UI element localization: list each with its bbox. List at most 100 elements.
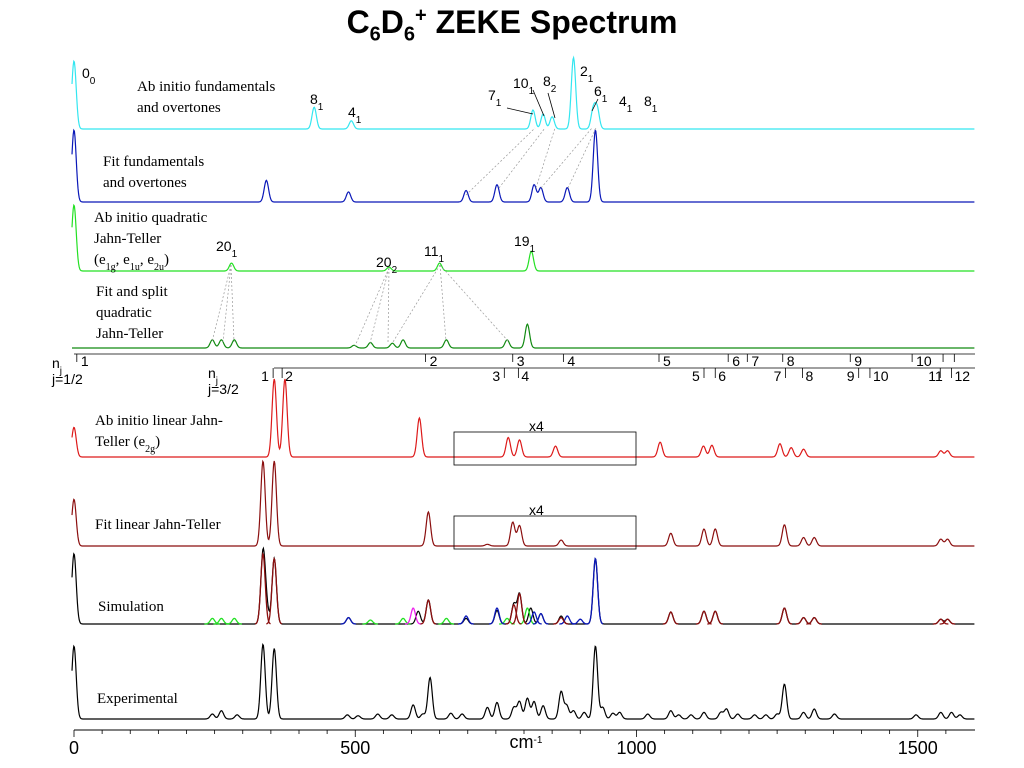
nj-tick-label: 2 — [285, 368, 293, 384]
nj-tick-label: 4 — [521, 368, 529, 384]
x-axis-label: cm-1 — [510, 732, 543, 752]
sim-component-peak — [254, 552, 271, 625]
peak-annotation: 111 — [424, 243, 445, 265]
peak-annotation: 00 — [82, 65, 96, 87]
correlation-line — [230, 264, 235, 343]
trace-label: Teller (e2g) — [95, 434, 160, 455]
j-half-label: j=1/2 — [51, 371, 83, 387]
sim-component-peak — [932, 618, 949, 625]
annotation-arrow — [506, 107, 534, 115]
peak-annotation: 202 — [376, 254, 398, 276]
sim-component-peak — [939, 618, 956, 625]
correlation-line — [222, 264, 232, 343]
trace-label: Fit fundamentals — [103, 154, 204, 170]
nj-tick-label: 7 — [774, 368, 782, 384]
chart-title: C6D6+ ZEKE Spectrum — [346, 4, 678, 46]
sim-component-peak — [488, 607, 505, 625]
nj-tick-label: 6 — [732, 353, 740, 369]
nj-tick-label: 10 — [873, 368, 889, 384]
sim-component-peak — [438, 617, 454, 625]
trace-label: and overtones — [137, 100, 221, 116]
trace-label: Ab initio linear Jahn- — [95, 413, 223, 429]
trace-label: Fit and split — [96, 284, 169, 300]
correlation-line — [387, 267, 390, 344]
x-tick-label: 0 — [69, 738, 79, 758]
trace-line — [71, 55, 975, 130]
nj-label: nj — [208, 365, 218, 387]
trace-6 — [71, 546, 975, 625]
sim-component-peak — [662, 611, 679, 625]
correlation-line — [567, 127, 597, 189]
peak-annotation: 82 — [543, 73, 557, 95]
peak-annotation: 191 — [514, 233, 536, 255]
trace-line — [71, 459, 975, 547]
x4-label: x4 — [529, 502, 544, 518]
trace-7 — [71, 642, 975, 720]
sim-component-peak — [340, 616, 357, 625]
trace-label: (e1g, e1u, e2u) — [94, 252, 169, 273]
trace-1 — [71, 128, 975, 203]
sim-component-peak — [526, 611, 542, 625]
sim-component-peak — [806, 616, 822, 625]
sim-component-peak — [266, 556, 283, 625]
nj-tick-label: 9 — [854, 353, 862, 369]
trace-label: Jahn-Teller — [94, 231, 161, 247]
trace-line — [71, 378, 975, 458]
x-tick-label: 1500 — [898, 738, 938, 758]
peak-annotation: 71 — [488, 87, 502, 109]
nj-tick-label: 3 — [492, 368, 500, 384]
trace-5 — [71, 459, 975, 547]
peak-annotation: 21 — [580, 63, 594, 85]
nj-tick-label: 5 — [692, 368, 700, 384]
correlation-line — [392, 264, 441, 343]
peak-annotation: 81 — [310, 91, 324, 113]
nj-tick-label: 8 — [787, 353, 795, 369]
nj-tick-label: 6 — [718, 368, 726, 384]
peak-annotation: 101 — [513, 75, 535, 97]
sim-component-peak — [458, 615, 474, 625]
nj-tick-label: 8 — [805, 368, 813, 384]
correlation-line — [439, 264, 447, 342]
correlation-line — [535, 127, 556, 189]
nj-tick-label: 2 — [430, 353, 438, 369]
correlation-line — [498, 127, 546, 189]
sim-component-peak — [362, 619, 378, 625]
nj-tick-label: 1 — [261, 368, 269, 384]
nj-label: nj — [52, 355, 62, 377]
trace-label: Experimental — [97, 691, 178, 707]
correlation-line — [211, 264, 232, 343]
x-tick-label: 1000 — [616, 738, 656, 758]
correlation-line — [439, 264, 509, 342]
nj-tick-label: 9 — [847, 368, 855, 384]
peak-annotation: 41 — [619, 93, 633, 115]
nj-tick-label: 10 — [916, 353, 932, 369]
nj-tick-label: 7 — [751, 353, 759, 369]
nj-tick-label: 4 — [567, 353, 575, 369]
sim-component-peak — [420, 599, 437, 625]
sim-component-peak — [505, 604, 522, 625]
trace-label: Fit linear Jahn-Teller — [95, 517, 221, 533]
annotation-arrow — [591, 98, 599, 112]
sim-component-peak — [776, 607, 793, 625]
nj-tick-label: 5 — [663, 353, 671, 369]
sim-component-peak — [707, 610, 724, 625]
trace-label: Jahn-Teller — [96, 326, 163, 342]
peak-annotation: 61 — [594, 83, 608, 105]
trace-line — [71, 203, 975, 272]
sim-component-peak — [572, 618, 588, 625]
peak-annotation: 81 — [644, 93, 658, 115]
trace-line — [72, 323, 975, 349]
correlation-line — [540, 127, 593, 189]
annotation-arrow — [547, 92, 556, 119]
annotation-arrow — [532, 89, 545, 117]
trace-label: Ab initio quadratic — [94, 210, 208, 226]
trace-label: Ab initio fundamentals — [137, 79, 275, 95]
sim-component-peak — [553, 616, 569, 625]
nj-tick-label: 12 — [955, 368, 971, 384]
trace-2 — [71, 203, 975, 272]
trace-line — [71, 128, 975, 203]
x4-box — [453, 515, 637, 550]
trace-label: quadratic — [96, 305, 152, 321]
trace-4 — [71, 378, 975, 458]
